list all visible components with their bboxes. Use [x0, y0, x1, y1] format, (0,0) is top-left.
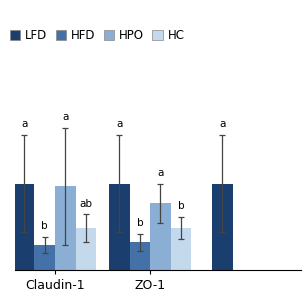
Bar: [55, 186, 76, 270]
Bar: [14, 184, 34, 270]
Text: a: a: [116, 119, 122, 129]
Text: b: b: [137, 218, 143, 228]
Bar: [171, 228, 192, 270]
Text: a: a: [219, 119, 226, 129]
Bar: [76, 228, 96, 270]
Text: a: a: [62, 112, 68, 122]
Text: b: b: [178, 201, 185, 212]
Bar: [150, 203, 171, 270]
Text: a: a: [157, 168, 164, 178]
Bar: [109, 184, 130, 270]
Bar: [212, 184, 233, 270]
Bar: [34, 245, 55, 270]
Bar: [130, 242, 150, 270]
Text: ab: ab: [80, 199, 92, 209]
Text: b: b: [41, 221, 48, 231]
Text: a: a: [21, 119, 27, 129]
Legend: LFD, HFD, HPO, HC: LFD, HFD, HPO, HC: [10, 29, 185, 42]
